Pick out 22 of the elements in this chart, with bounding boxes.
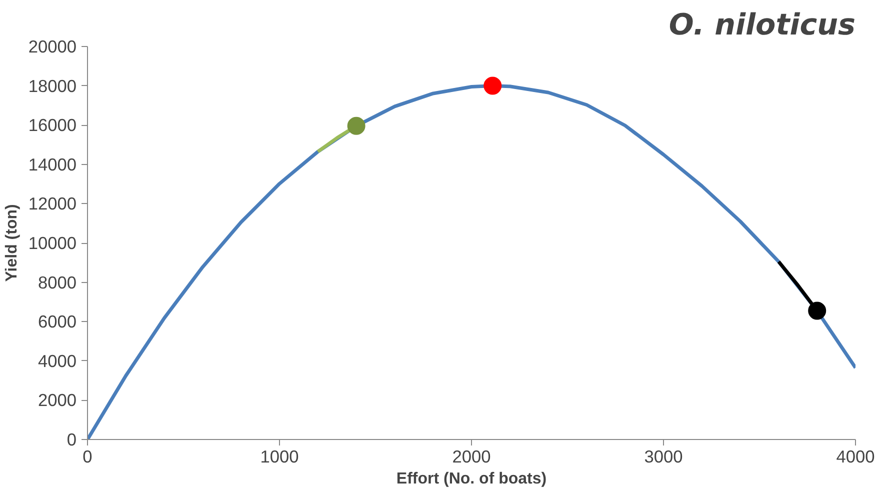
y-tick-label: 16000	[28, 115, 76, 136]
y-tick-label: 2000	[38, 390, 77, 410]
y-tick-label: 0	[66, 430, 77, 450]
y-tick-label: 10000	[28, 233, 76, 253]
y-tick-label: 14000	[28, 154, 76, 174]
x-tick-label: 0	[82, 446, 92, 466]
chart-title: O. niloticus	[668, 8, 856, 42]
y-axis-title: Yield (ton)	[3, 204, 20, 282]
y-tick-label: 18000	[28, 76, 76, 96]
x-tick-label: 3000	[644, 446, 683, 466]
x-tick-label: 1000	[260, 446, 299, 466]
y-tick-label: 8000	[38, 272, 77, 292]
point	[808, 302, 826, 320]
x-axis-title: Effort (No. of boats)	[396, 470, 547, 488]
point	[484, 76, 502, 95]
x-tick-label: 2000	[452, 446, 491, 466]
y-tick-label: 4000	[38, 350, 77, 371]
y-tick-label: 12000	[28, 194, 76, 214]
y-tick-label: 6000	[38, 312, 77, 332]
x-tick-label: 4000	[836, 446, 875, 466]
point	[347, 116, 366, 135]
y-tick-label: 20000	[28, 36, 76, 56]
